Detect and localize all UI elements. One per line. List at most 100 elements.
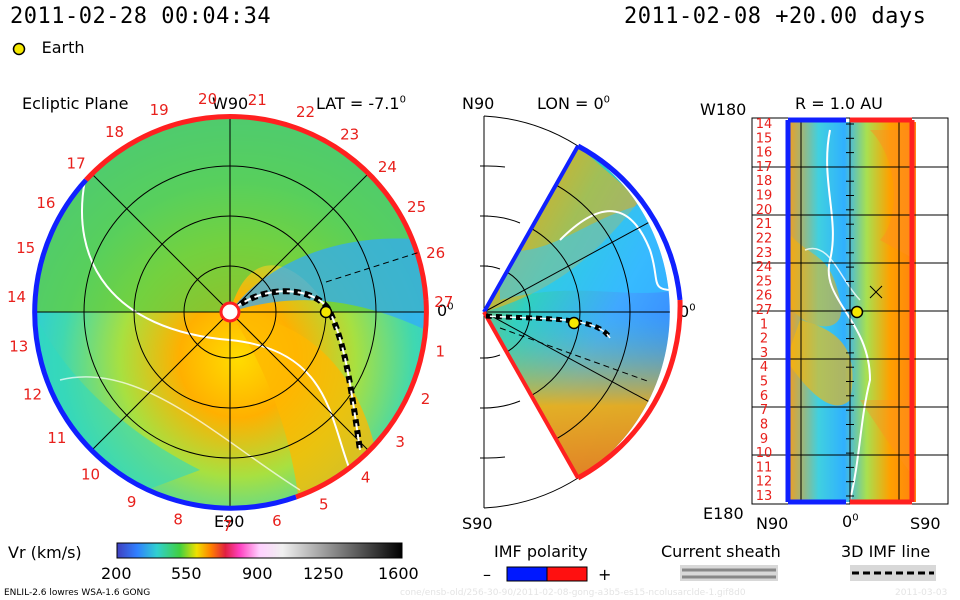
latlon-row-24: 24	[756, 260, 773, 275]
lon-text: LON = 0	[537, 94, 604, 113]
rotation-number-16: 16	[36, 194, 55, 212]
colorbar-tick-1250: 1250	[303, 564, 344, 583]
rotation-number-6: 6	[272, 512, 282, 530]
meridional-bottom-label: S90	[462, 514, 493, 533]
colorbar	[116, 542, 403, 559]
latlon-x-left: N90	[756, 514, 789, 533]
rotation-number-4: 4	[361, 469, 371, 487]
lon-degree: 0	[603, 94, 611, 106]
forecast-label: 2011-02-08 +20.00 days	[624, 4, 927, 29]
latlon-row-labels: 1415161718192021222324252627123456789101…	[756, 117, 773, 504]
rotation-numbers: 20 21222324252627123456789101112131415161…	[7, 90, 453, 535]
earth-marker-latlon	[850, 305, 864, 319]
earth-marker-meridional	[567, 316, 581, 330]
latlon-row-8: 8	[760, 418, 768, 433]
latlon-x-mid: 00	[842, 512, 859, 531]
rotation-number-14: 14	[7, 288, 26, 306]
rotation-number-15: 15	[16, 239, 35, 257]
rotation-number-26: 26	[426, 244, 445, 262]
imf-polarity-legend	[506, 566, 588, 582]
footer-middle: cone/ensb-old/256-30-90/2011-02-08-gong-…	[400, 588, 746, 598]
latlon-x-mid-text: 0	[842, 512, 853, 531]
rotation-number-2: 2	[421, 390, 431, 408]
latlon-row-19: 19	[756, 189, 773, 204]
rotation-number-8: 8	[173, 511, 183, 529]
colorbar-tick-1600: 1600	[378, 564, 419, 583]
latlon-bottom-label: E180	[703, 504, 744, 523]
latlon-row-6: 6	[760, 389, 768, 404]
colorbar-label: Vr (km/s)	[8, 543, 82, 562]
rotation-number-7: 7	[223, 517, 233, 535]
rotation-number-19: 19	[150, 101, 169, 119]
imf-polarity-label: IMF polarity	[494, 542, 588, 561]
lat-degree: 0	[399, 94, 406, 106]
earth-legend: Earth	[12, 38, 85, 58]
latlon-row-15: 15	[756, 131, 773, 146]
rotation-number-17: 17	[67, 154, 86, 172]
ecliptic-top-label: W90	[212, 94, 249, 113]
latlon-row-1: 1	[760, 317, 768, 332]
latlon-row-14: 14	[756, 117, 773, 132]
colorbar-tick-550: 550	[171, 564, 202, 583]
latlon-x-right: S90	[910, 514, 941, 533]
rotation-number-5: 5	[319, 495, 329, 513]
timestamp: 2011-02-28 00:04:34	[10, 4, 272, 29]
latlon-row-26: 26	[756, 289, 773, 304]
latlon-row-25: 25	[756, 274, 773, 289]
rotation-number-23: 23	[340, 126, 359, 144]
rotation-number-25: 25	[407, 198, 426, 216]
ecliptic-right-text: 0	[437, 301, 448, 320]
latlon-row-12: 12	[756, 475, 773, 490]
latlon-row-3: 3	[760, 346, 768, 361]
ecliptic-right-degree: 0	[447, 301, 454, 313]
latlon-panel	[751, 117, 949, 505]
latlon-row-4: 4	[760, 360, 768, 375]
meridional-top-label: N90	[462, 94, 495, 113]
earth-marker-icon	[12, 42, 26, 55]
latlon-row-16: 16	[756, 146, 773, 161]
ecliptic-title: Ecliptic Plane	[22, 94, 129, 113]
rotation-number-21: 21	[248, 91, 267, 109]
latlon-x-mid-degree: 0	[852, 512, 859, 524]
latlon-row-20: 20	[756, 203, 773, 218]
latlon-row-21: 21	[756, 217, 773, 232]
current-sheath-label: Current sheath	[661, 542, 781, 561]
current-sheath-legend	[680, 565, 778, 581]
rotation-number-1: 1	[436, 343, 446, 361]
latlon-row-2: 2	[760, 332, 768, 347]
imf-line-label: 3D IMF line	[841, 542, 931, 561]
latlon-row-11: 11	[756, 460, 773, 475]
footer-left: ENLIL-2.6 lowres WSA-1.6 GONG	[4, 588, 151, 598]
imf-plus: +	[598, 565, 612, 584]
meridional-right-label: 00	[679, 302, 696, 321]
ecliptic-right-label: 00	[437, 301, 454, 320]
ecliptic-disk	[32, 114, 429, 511]
rotation-number-27: 27	[434, 293, 453, 311]
latlon-top-label: W180	[700, 100, 747, 119]
footer-right: 2011-03-03	[895, 588, 948, 598]
latlon-row-17: 17	[756, 160, 773, 175]
rotation-number-20: 20	[198, 90, 217, 108]
lat-text: LAT = -7.1	[316, 94, 400, 113]
rotation-number-22: 22	[296, 103, 315, 121]
latlon-row-18: 18	[756, 174, 773, 189]
rotation-number-12: 12	[23, 386, 42, 404]
latlon-row-23: 23	[756, 246, 773, 261]
rotation-number-11: 11	[47, 429, 66, 447]
latlon-row-27: 27	[756, 303, 773, 318]
latlon-row-13: 13	[756, 489, 773, 504]
colorbar-tick-900: 900	[242, 564, 273, 583]
rotation-number-10: 10	[81, 465, 100, 483]
latlon-row-9: 9	[760, 432, 768, 447]
meridional-right-degree: 0	[689, 302, 696, 314]
rotation-number-24: 24	[378, 158, 397, 176]
latlon-row-7: 7	[760, 403, 768, 418]
latlon-row-5: 5	[760, 375, 768, 390]
meridional-right-text: 0	[679, 302, 690, 321]
colorbar-tick-200: 200	[101, 564, 132, 583]
r-label: R = 1.0 AU	[795, 94, 883, 113]
earth-legend-label: Earth	[41, 38, 85, 57]
ecliptic-bottom-label: E90	[214, 512, 245, 531]
latlon-row-10: 10	[756, 446, 773, 461]
